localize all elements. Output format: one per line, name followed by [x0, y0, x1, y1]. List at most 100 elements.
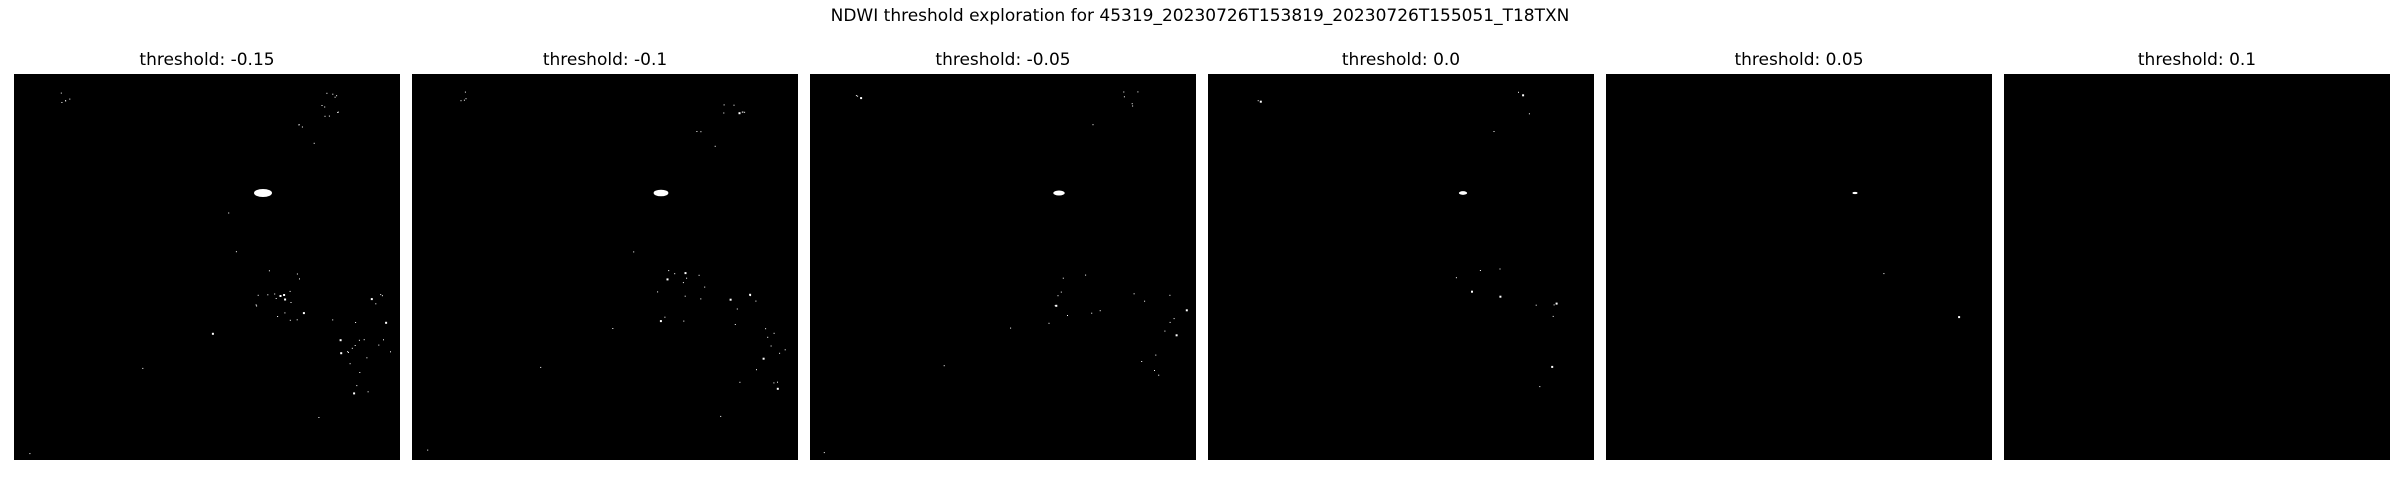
water-pixel-mark: [674, 273, 676, 275]
water-pixel-mark: [1099, 310, 1101, 312]
water-pixel-mark: [1173, 318, 1175, 320]
water-pixel-mark: [1259, 100, 1262, 103]
water-body-mark: [1852, 191, 1858, 195]
water-pixel-mark: [69, 98, 71, 100]
water-pixel-mark: [313, 142, 315, 144]
panel-threshold-neg-0-15: threshold: -0.15: [14, 48, 400, 460]
water-pixel-mark: [142, 367, 144, 369]
water-pixel-mark: [1958, 316, 1961, 319]
water-pixel-mark: [1175, 334, 1178, 337]
panel-title: threshold: -0.15: [139, 50, 275, 70]
water-pixel-mark: [363, 339, 365, 341]
panel-title: threshold: 0.0: [1341, 50, 1461, 70]
water-pixel-mark: [268, 270, 270, 272]
water-pixel-mark: [784, 349, 786, 351]
water-pixel-mark: [762, 357, 765, 360]
water-pixel-mark: [1055, 304, 1058, 307]
water-pixel-mark: [337, 112, 339, 113]
water-mask-image: [1208, 74, 1594, 460]
water-pixel-mark: [347, 351, 349, 353]
water-pixel-mark: [666, 278, 669, 281]
water-pixel-mark: [1553, 304, 1555, 306]
water-pixel-mark: [328, 115, 330, 117]
water-pixel-mark: [1552, 315, 1554, 317]
water-pixel-mark: [354, 345, 356, 346]
water-pixel-mark: [339, 339, 342, 342]
water-pixel-mark: [296, 319, 298, 321]
water-pixel-mark: [686, 277, 688, 279]
water-pixel-mark: [1499, 295, 1502, 298]
water-pixel-mark: [943, 365, 945, 367]
water-pixel-mark: [324, 115, 326, 117]
water-pixel-mark: [738, 112, 741, 115]
water-pixel-mark: [211, 332, 214, 335]
water-pixel-mark: [267, 294, 269, 296]
water-pixel-mark: [1062, 277, 1064, 279]
water-pixel-mark: [464, 91, 466, 93]
water-pixel-mark: [351, 347, 353, 349]
water-pixel-mark: [334, 96, 336, 98]
water-pixel-mark: [664, 316, 666, 318]
water-pixel-mark: [742, 111, 744, 113]
water-pixel-mark: [370, 298, 373, 301]
water-pixel-mark: [659, 320, 662, 323]
water-pixel-mark: [779, 352, 781, 354]
water-mask-image: [2004, 74, 2390, 460]
water-pixel-mark: [1883, 273, 1885, 275]
water-pixel-mark: [682, 282, 684, 284]
water-pixel-mark: [823, 452, 825, 454]
water-pixel-mark: [349, 363, 351, 365]
water-pixel-mark: [256, 305, 258, 307]
water-pixel-mark: [755, 300, 757, 302]
water-pixel-mark: [1169, 294, 1171, 296]
water-pixel-mark: [284, 312, 286, 314]
water-pixel-mark: [255, 304, 257, 306]
water-pixel-mark: [860, 97, 863, 100]
water-pixel-mark: [1048, 322, 1050, 324]
water-pixel-mark: [734, 324, 736, 325]
water-pixel-mark: [326, 92, 328, 94]
water-pixel-mark: [1092, 124, 1094, 126]
water-pixel-mark: [289, 290, 291, 292]
panel-title: threshold: -0.1: [542, 50, 668, 70]
water-pixel-mark: [683, 320, 685, 322]
water-pixel-mark: [289, 319, 291, 321]
water-pixel-mark: [770, 345, 772, 347]
panel-threshold-0-0: threshold: 0.0: [1208, 48, 1594, 460]
water-pixel-mark: [367, 391, 369, 393]
water-pixel-mark: [275, 298, 277, 299]
water-pixel-mark: [657, 291, 659, 293]
water-pixel-mark: [1528, 113, 1530, 115]
water-pixel-mark: [1551, 365, 1554, 368]
water-pixel-mark: [1471, 290, 1473, 293]
panel-threshold-neg-0-05: threshold: -0.05: [810, 48, 1196, 460]
water-mask-image: [810, 74, 1196, 460]
water-pixel-mark: [465, 98, 467, 100]
water-pixel-mark: [1169, 321, 1171, 323]
water-pixel-mark: [375, 303, 377, 305]
water-pixel-mark: [1158, 374, 1160, 376]
water-pixel-mark: [358, 339, 360, 341]
water-pixel-mark: [1535, 304, 1537, 306]
water-pixel-mark: [1539, 386, 1541, 388]
figure-title: NDWI threshold exploration for 45319_202…: [830, 6, 1570, 26]
water-pixel-mark: [1123, 91, 1125, 93]
water-pixel-mark: [277, 316, 279, 317]
water-pixel-mark: [1154, 370, 1155, 371]
water-pixel-mark: [257, 294, 259, 296]
water-pixel-mark: [463, 99, 465, 101]
water-pixel-mark: [855, 95, 857, 97]
water-pixel-mark: [348, 351, 349, 353]
water-pixel-mark: [298, 124, 300, 126]
water-pixel-mark: [1137, 91, 1139, 93]
water-pixel-mark: [1067, 315, 1068, 316]
water-pixel-mark: [1257, 100, 1259, 102]
water-pixel-mark: [383, 339, 384, 341]
water-pixel-mark: [1057, 295, 1059, 297]
water-pixel-mark: [340, 352, 343, 355]
water-pixel-mark: [776, 387, 779, 390]
panel-threshold-0-1: threshold: 0.1: [2004, 48, 2390, 460]
water-pixel-mark: [733, 104, 735, 106]
water-pixel-mark: [765, 328, 767, 330]
water-pixel-mark: [756, 369, 757, 371]
